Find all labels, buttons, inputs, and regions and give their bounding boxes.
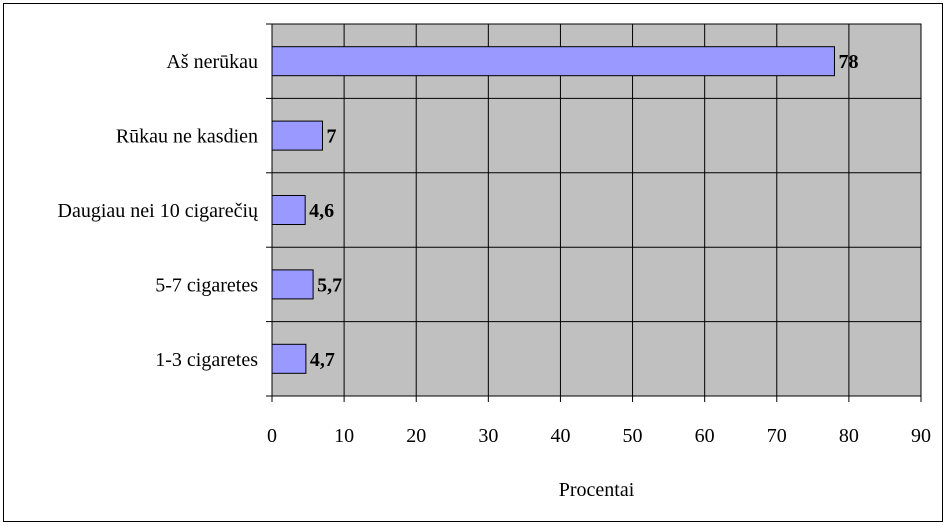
x-tick-label: 0 [267,425,277,447]
data-label: 78 [838,51,858,73]
gridlines [266,23,922,402]
x-tick-label: 50 [623,425,643,447]
x-tick-label: 60 [695,425,715,447]
x-tick-label: 90 [911,425,931,447]
bar [271,46,835,77]
bar [271,195,306,225]
x-tick-label: 30 [478,425,498,447]
category-label: Rūkau ne kasdien [116,126,258,148]
x-tick-label: 40 [550,425,570,447]
data-label: 4,7 [310,349,335,371]
x-tick-label: 20 [406,425,426,447]
data-label: 4,6 [309,200,334,222]
x-axis-ticks: 0 10 20 30 40 50 60 70 80 90 [267,425,931,447]
category-label: 1-3 cigaretes [155,349,258,371]
data-label: 7 [326,126,336,148]
bars [271,46,835,374]
bar [271,269,314,300]
x-axis-title: Procentai [559,479,635,501]
bar [271,343,307,374]
x-tick-label: 10 [334,425,354,447]
x-tick-label: 80 [839,425,859,447]
plot-area [271,23,922,397]
bar [271,120,323,151]
category-labels: Aš nerūkau Rūkau ne kasdien Daugiau nei 10… [58,51,259,371]
data-label: 5,7 [317,274,342,296]
x-tick-label: 70 [767,425,787,447]
category-label: Daugiau nei 10 cigarečių [58,200,259,222]
data-labels: 78 7 4,6 5,7 4,7 [309,51,858,371]
category-label: 5-7 cigaretes [155,274,258,296]
category-label: Aš nerūkau [166,51,258,73]
